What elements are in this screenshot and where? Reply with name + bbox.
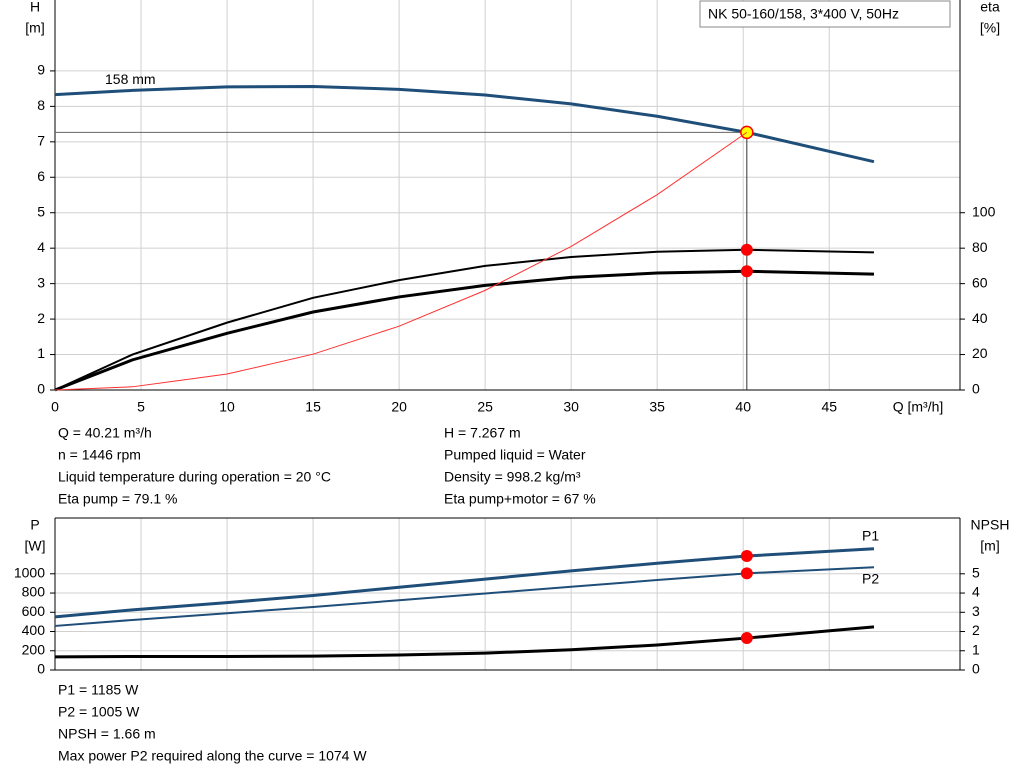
curve-label: P2: [862, 571, 879, 587]
y-tick-label: 8: [37, 97, 45, 113]
y-tick-label: 0: [37, 661, 45, 677]
operating-point: [740, 265, 753, 278]
y-tick-label: 1: [37, 345, 45, 361]
plot-area: [55, 0, 960, 390]
y2-unit: [m]: [980, 538, 999, 554]
y-tick-label: 5: [37, 203, 45, 219]
info-text: P2 = 1005 W: [58, 704, 140, 720]
y2-tick-label: 60: [972, 274, 988, 290]
y2-tick-label: 40: [972, 310, 988, 326]
curve-label: P1: [862, 528, 879, 544]
info-text: Q = 40.21 m³/h: [58, 425, 152, 441]
operating-point: [740, 632, 753, 645]
x-tick-label: 10: [219, 399, 235, 415]
operating-point: [740, 243, 753, 256]
x-tick-label: 40: [735, 399, 751, 415]
y2-tick-label: 5: [972, 565, 980, 581]
y2-tick-label: 1: [972, 641, 980, 657]
x-tick-label: 25: [477, 399, 493, 415]
curve: [54, 269, 875, 392]
y2-label: eta: [980, 0, 1000, 15]
operating-point: [740, 567, 753, 580]
x-tick-label: 20: [391, 399, 407, 415]
y-tick-label: 0: [37, 381, 45, 397]
info-text: Liquid temperature during operation = 20…: [58, 469, 331, 485]
x-tick-label: 35: [649, 399, 665, 415]
y2-tick-label: 80: [972, 239, 988, 255]
curve: [54, 85, 875, 164]
curve: [54, 625, 875, 659]
y-unit: [W]: [25, 538, 46, 554]
plot-area: [55, 518, 960, 670]
y2-tick-label: 4: [972, 584, 980, 600]
info-text: n = 1446 rpm: [58, 447, 141, 463]
y-tick-label: 4: [37, 239, 45, 255]
x-tick-label: 15: [305, 399, 321, 415]
info-text: H = 7.267 m: [444, 425, 521, 441]
y-tick-label: 1000: [14, 565, 45, 581]
x-tick-label: 5: [137, 399, 145, 415]
y-tick-label: 600: [22, 603, 46, 619]
y-tick-label: 800: [22, 584, 46, 600]
x-tick-label: 0: [51, 399, 59, 415]
curve-label: 158 mm: [105, 71, 156, 87]
curve: [54, 131, 748, 391]
y-tick-label: 9: [37, 62, 45, 78]
info-text: Eta pump = 79.1 %: [58, 491, 177, 507]
info-text: Pumped liquid = Water: [444, 447, 586, 463]
y-label: P: [30, 517, 39, 533]
y-tick-label: 3: [37, 274, 45, 290]
y-tick-label: 7: [37, 133, 45, 149]
info-text: P1 = 1185 W: [58, 682, 139, 698]
info-text: Max power P2 required along the curve = …: [58, 748, 367, 764]
x-label: Q [m³/h]: [893, 399, 944, 415]
operating-point: [740, 550, 753, 562]
info-text: Eta pump+motor = 67 %: [444, 491, 596, 507]
info-text: NPSH = 1.66 m: [58, 726, 156, 742]
y-tick-label: 400: [22, 622, 46, 638]
x-tick-label: 45: [821, 399, 837, 415]
y-tick-label: 6: [37, 168, 45, 184]
title-box: [699, 0, 951, 28]
y2-tick-label: 3: [972, 603, 980, 619]
y2-label: NPSH: [971, 517, 1010, 533]
y2-tick-label: 20: [972, 345, 988, 361]
chart-title: NK 50-160/158, 3*400 V, 50Hz: [708, 6, 899, 22]
y2-tick-label: 0: [972, 661, 980, 677]
curve: [54, 547, 875, 619]
y2-unit: [%]: [980, 20, 1000, 36]
y-tick-label: 200: [22, 641, 46, 657]
y2-tick-label: 0: [972, 381, 980, 397]
y2-tick-label: 2: [972, 622, 980, 638]
y-label: H: [30, 0, 40, 15]
y-unit: [m]: [25, 20, 44, 36]
curve: [54, 248, 874, 391]
x-tick-label: 30: [563, 399, 579, 415]
y2-tick-label: 100: [972, 203, 996, 219]
info-text: Density = 998.2 kg/m³: [444, 469, 581, 485]
y-tick-label: 2: [37, 310, 45, 326]
curve: [54, 566, 875, 627]
